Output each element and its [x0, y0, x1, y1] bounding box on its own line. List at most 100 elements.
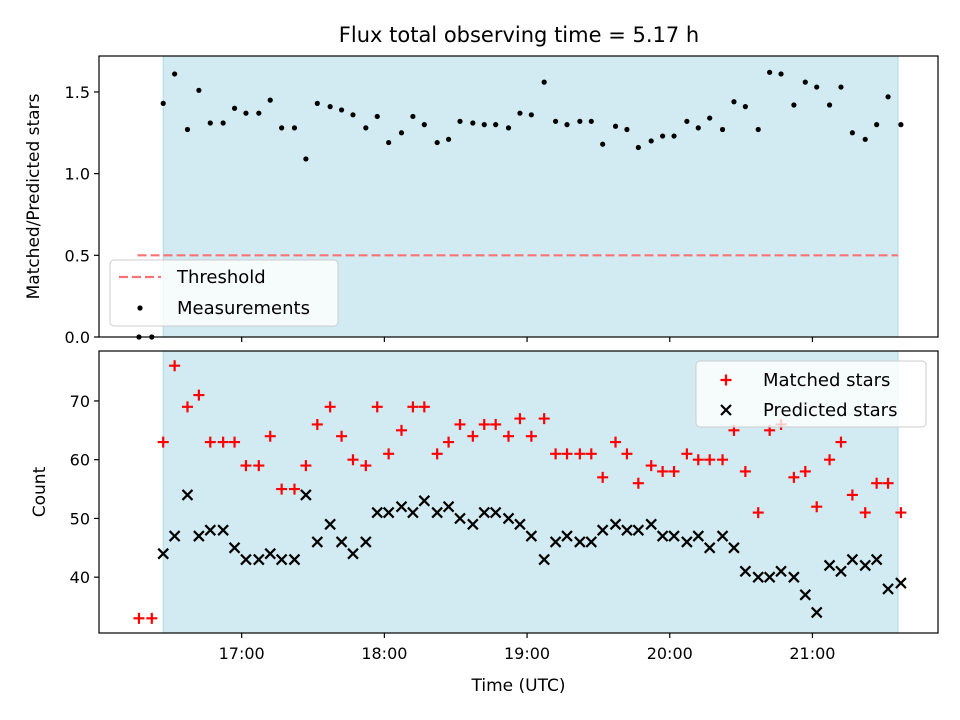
- data-point: [648, 138, 654, 144]
- data-point: [181, 401, 193, 413]
- data-point: [610, 436, 622, 448]
- data-point: [541, 79, 547, 85]
- data-point: [695, 125, 701, 131]
- data-point: [431, 448, 443, 460]
- x-tick-label: 18:00: [361, 644, 407, 663]
- data-point: [870, 553, 883, 566]
- data-point: [538, 553, 550, 566]
- data-point: [538, 413, 550, 425]
- data-point: [204, 436, 216, 448]
- legend-box: [109, 259, 339, 327]
- x-tick-label: 17:00: [219, 644, 265, 663]
- data-point: [382, 506, 395, 519]
- data-point: [752, 507, 764, 519]
- data-point: [398, 130, 405, 136]
- data-point: [481, 122, 487, 128]
- data-point: [220, 120, 226, 126]
- data-point: [835, 565, 847, 578]
- data-point: [778, 71, 784, 77]
- data-point: [799, 589, 812, 601]
- data-point: [172, 71, 178, 77]
- data-point: [146, 612, 158, 624]
- data-point: [267, 97, 273, 103]
- legend-measurement-swatch: [137, 305, 143, 311]
- data-point: [489, 506, 502, 519]
- data-point: [478, 418, 490, 430]
- data-point: [849, 130, 855, 136]
- data-point: [300, 489, 312, 501]
- legend-label: Predicted stars: [763, 400, 897, 421]
- legend: Threshold Measurements: [109, 259, 339, 327]
- data-point: [204, 524, 217, 536]
- axes-frame: [98, 55, 939, 338]
- y-tick-label: 50: [70, 509, 90, 528]
- data-point: [552, 118, 559, 124]
- data-point: [574, 448, 586, 460]
- data-point: [668, 530, 680, 542]
- data-point: [418, 495, 431, 507]
- data-point: [609, 518, 622, 531]
- x-tick-label: 20:00: [647, 644, 693, 663]
- data-point: [561, 530, 573, 542]
- data-point: [228, 542, 241, 554]
- data-point: [585, 448, 597, 460]
- data-point: [505, 125, 512, 131]
- data-point: [288, 553, 301, 566]
- data-point: [336, 430, 348, 442]
- data-point: [621, 448, 633, 460]
- count-panel: 40 50 60 70 17:00 18:00 19:00 20:00 21:00 Count Ti…: [30, 350, 939, 696]
- data-point: [645, 460, 657, 472]
- data-point: [478, 506, 491, 519]
- data-point: [525, 530, 538, 542]
- data-point: [739, 565, 752, 578]
- data-point: [431, 506, 443, 519]
- data-point: [739, 465, 751, 477]
- data-point: [763, 571, 776, 583]
- data-point: [596, 524, 609, 536]
- data-point: [347, 547, 359, 560]
- data-point: [324, 518, 336, 531]
- data-point: [502, 512, 515, 525]
- data-point: [859, 507, 871, 519]
- data-point: [314, 100, 320, 106]
- data-point: [788, 471, 800, 483]
- data-point: [363, 125, 369, 131]
- data-point: [360, 460, 372, 472]
- data-point: [681, 536, 693, 548]
- data-point: [160, 100, 166, 106]
- data-point: [335, 536, 348, 548]
- data-point: [311, 418, 323, 430]
- data-point: [193, 530, 205, 542]
- data-point: [311, 536, 324, 548]
- data-point: [755, 126, 761, 133]
- data-point: [657, 465, 669, 477]
- data-point: [561, 448, 573, 460]
- data-point: [668, 465, 680, 477]
- y-tick-label: 40: [70, 568, 90, 587]
- data-point: [196, 87, 202, 93]
- x-tick-label: 19:00: [504, 644, 550, 663]
- data-point: [360, 536, 372, 548]
- data-point: [395, 424, 407, 436]
- data-point: [824, 454, 836, 466]
- data-point: [467, 518, 479, 531]
- data-point: [767, 69, 773, 75]
- data-point: [386, 139, 392, 146]
- data-point: [898, 122, 904, 128]
- data-point: [799, 465, 811, 477]
- data-point: [157, 436, 169, 448]
- y-axis-label: Matched/Predicted stars: [24, 93, 44, 299]
- data-point: [835, 436, 847, 448]
- data-point: [588, 118, 594, 124]
- data-point: [577, 118, 583, 124]
- series-predicted-stars: [157, 489, 907, 619]
- y-tick-label: 0.5: [65, 246, 90, 265]
- data-point: [717, 454, 729, 466]
- data-point: [632, 477, 644, 489]
- legend-box: [695, 360, 927, 428]
- data-point: [874, 122, 880, 128]
- data-point: [207, 120, 213, 126]
- data-point: [550, 448, 562, 460]
- data-point: [671, 133, 677, 139]
